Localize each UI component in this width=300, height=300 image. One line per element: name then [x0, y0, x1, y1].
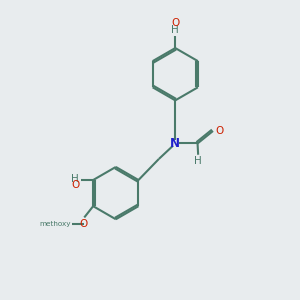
- Text: O: O: [71, 180, 79, 190]
- Text: H: H: [71, 173, 79, 184]
- Text: O: O: [215, 126, 223, 136]
- Text: methoxy: methoxy: [39, 221, 71, 227]
- Text: O: O: [171, 18, 179, 28]
- Text: H: H: [171, 25, 179, 35]
- Text: H: H: [194, 156, 202, 166]
- Text: N: N: [170, 137, 180, 150]
- Text: O: O: [80, 219, 88, 229]
